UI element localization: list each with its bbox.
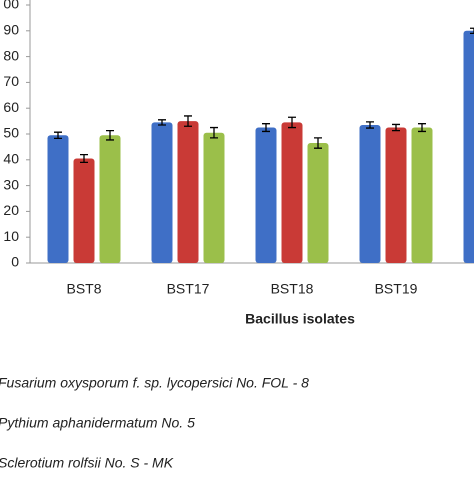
bar — [204, 133, 225, 263]
bar — [100, 135, 121, 263]
bar — [308, 143, 329, 263]
bar — [256, 128, 277, 263]
y-tick-label: 70 — [3, 73, 19, 89]
x-tick-label: BST18 — [271, 281, 314, 297]
y-tick-label: 40 — [3, 151, 19, 167]
bar — [282, 122, 303, 263]
legend-label: Fusarium oxysporum f. sp. lycopersici No… — [0, 375, 309, 391]
y-tick-label: 90 — [3, 22, 19, 38]
bar — [152, 122, 173, 263]
bar — [178, 121, 199, 263]
bar — [74, 159, 95, 263]
y-tick-label: 20 — [3, 202, 19, 218]
legend-label: Sclerotium rolfsii No. S - MK — [0, 455, 174, 471]
bar — [48, 135, 69, 263]
x-axis-label: Bacillus isolates — [245, 311, 355, 327]
bar — [412, 128, 433, 263]
y-tick-label: 0 — [11, 254, 19, 270]
y-tick-label: 30 — [3, 176, 19, 192]
bar — [464, 31, 474, 263]
bar — [360, 125, 381, 263]
y-tick-label: 00 — [3, 0, 19, 12]
x-tick-label: BST8 — [66, 281, 101, 297]
x-tick-label: BST19 — [375, 281, 418, 297]
x-tick-label: BST17 — [167, 281, 210, 297]
y-tick-label: 50 — [3, 125, 19, 141]
y-tick-label: 80 — [3, 47, 19, 63]
bar — [386, 128, 407, 263]
legend-label: Pythium aphanidermatum No. 5 — [0, 415, 195, 431]
y-tick-label: 10 — [3, 228, 19, 244]
y-tick-label: 60 — [3, 99, 19, 115]
